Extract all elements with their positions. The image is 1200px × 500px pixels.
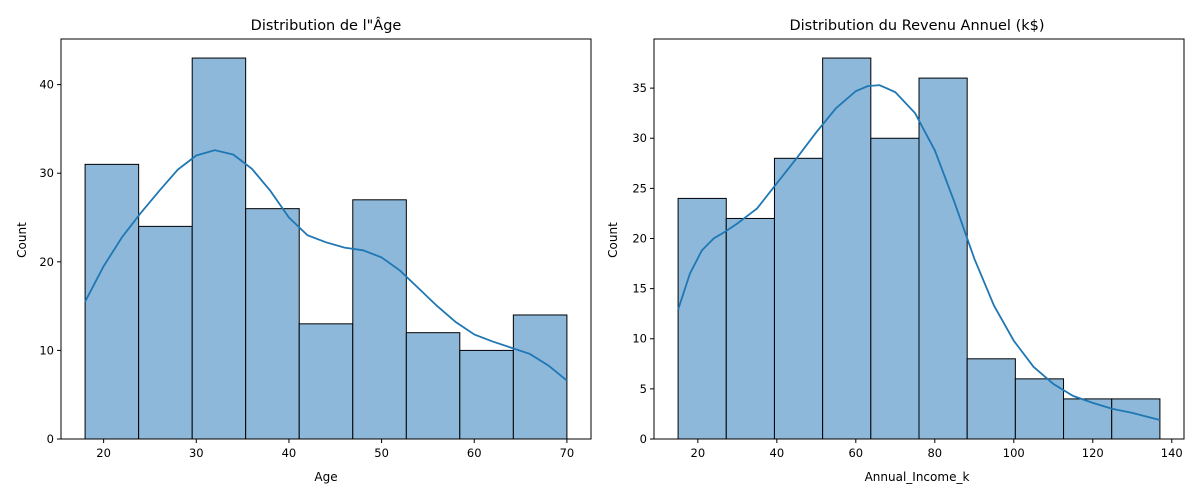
- histogram-bar: [138, 225, 193, 440]
- histogram-bar: [1063, 398, 1113, 440]
- histogram-bar: [512, 314, 568, 440]
- x-tick-label: 20: [691, 446, 706, 460]
- y-axis-label: Count: [15, 222, 29, 258]
- y-tick-label: 20: [39, 255, 54, 269]
- y-tick-label: 15: [632, 282, 647, 296]
- histogram-bar: [405, 332, 461, 440]
- histogram-bar: [1111, 398, 1161, 440]
- x-tick-label: 80: [927, 446, 942, 460]
- histogram-bar: [245, 208, 300, 440]
- chart-title: Distribution de l"Âge: [251, 16, 402, 34]
- histogram-bar: [459, 349, 514, 440]
- x-tick-label: 100: [1003, 446, 1025, 460]
- x-tick-label: 40: [282, 446, 297, 460]
- histogram-bar: [870, 137, 920, 440]
- x-tick-label: 60: [848, 446, 863, 460]
- histogram-bar: [773, 157, 824, 440]
- y-tick-label: 10: [39, 343, 54, 357]
- y-tick-label: 30: [39, 166, 54, 180]
- x-axis-label: Annual_Income_k: [865, 470, 970, 484]
- histogram-bars: [84, 57, 568, 440]
- x-tick-label: 20: [96, 446, 111, 460]
- histogram-bar: [84, 163, 140, 440]
- x-tick-label: 70: [560, 446, 575, 460]
- histogram-bar: [298, 323, 354, 440]
- axis-ticks: 20 40 60 80 100 120 140 0 5 10 15 20 25 30 35: [632, 81, 1182, 460]
- x-tick-label: 60: [467, 446, 482, 460]
- kde-curve: [84, 149, 568, 382]
- y-tick-label: 30: [632, 131, 647, 145]
- histogram-bar: [918, 77, 968, 440]
- y-tick-label: 0: [47, 432, 54, 446]
- histogram-bar: [191, 57, 247, 440]
- chart-title: Distribution du Revenu Annuel (k$): [789, 18, 1044, 34]
- x-tick-label: 140: [1161, 446, 1183, 460]
- plot-frame: [653, 38, 1185, 440]
- x-tick-label: 40: [770, 446, 785, 460]
- x-tick-label: 50: [374, 446, 389, 460]
- x-tick-label: 30: [189, 446, 204, 460]
- y-tick-label: 35: [632, 81, 647, 95]
- kde-curve: [677, 84, 1161, 421]
- histogram-bars: [677, 57, 1161, 440]
- x-tick-label: 120: [1082, 446, 1104, 460]
- plot-frame: [60, 38, 592, 440]
- histogram-bar: [677, 197, 727, 440]
- y-tick-label: 20: [632, 231, 647, 245]
- histogram-bar: [1014, 378, 1065, 440]
- y-tick-label: 40: [39, 78, 54, 92]
- y-tick-label: 10: [632, 332, 647, 346]
- age-histogram-panel: Distribution de l"Âge Age Count 20 30 40 50…: [15, 16, 592, 484]
- axis-ticks: 20 30 40 50 60 70 0 10 20 30 40: [39, 78, 574, 460]
- y-axis-label: Count: [606, 222, 620, 258]
- histogram-bar: [822, 57, 872, 440]
- y-tick-label: 0: [640, 432, 647, 446]
- x-axis-label: Age: [314, 470, 337, 484]
- income-histogram-panel: Distribution du Revenu Annuel (k$) Annua…: [606, 18, 1185, 484]
- histogram-bar: [725, 217, 775, 440]
- y-tick-label: 25: [632, 181, 647, 195]
- histogram-bar: [966, 358, 1016, 440]
- histogram-bar: [352, 199, 407, 440]
- y-tick-label: 5: [640, 382, 647, 396]
